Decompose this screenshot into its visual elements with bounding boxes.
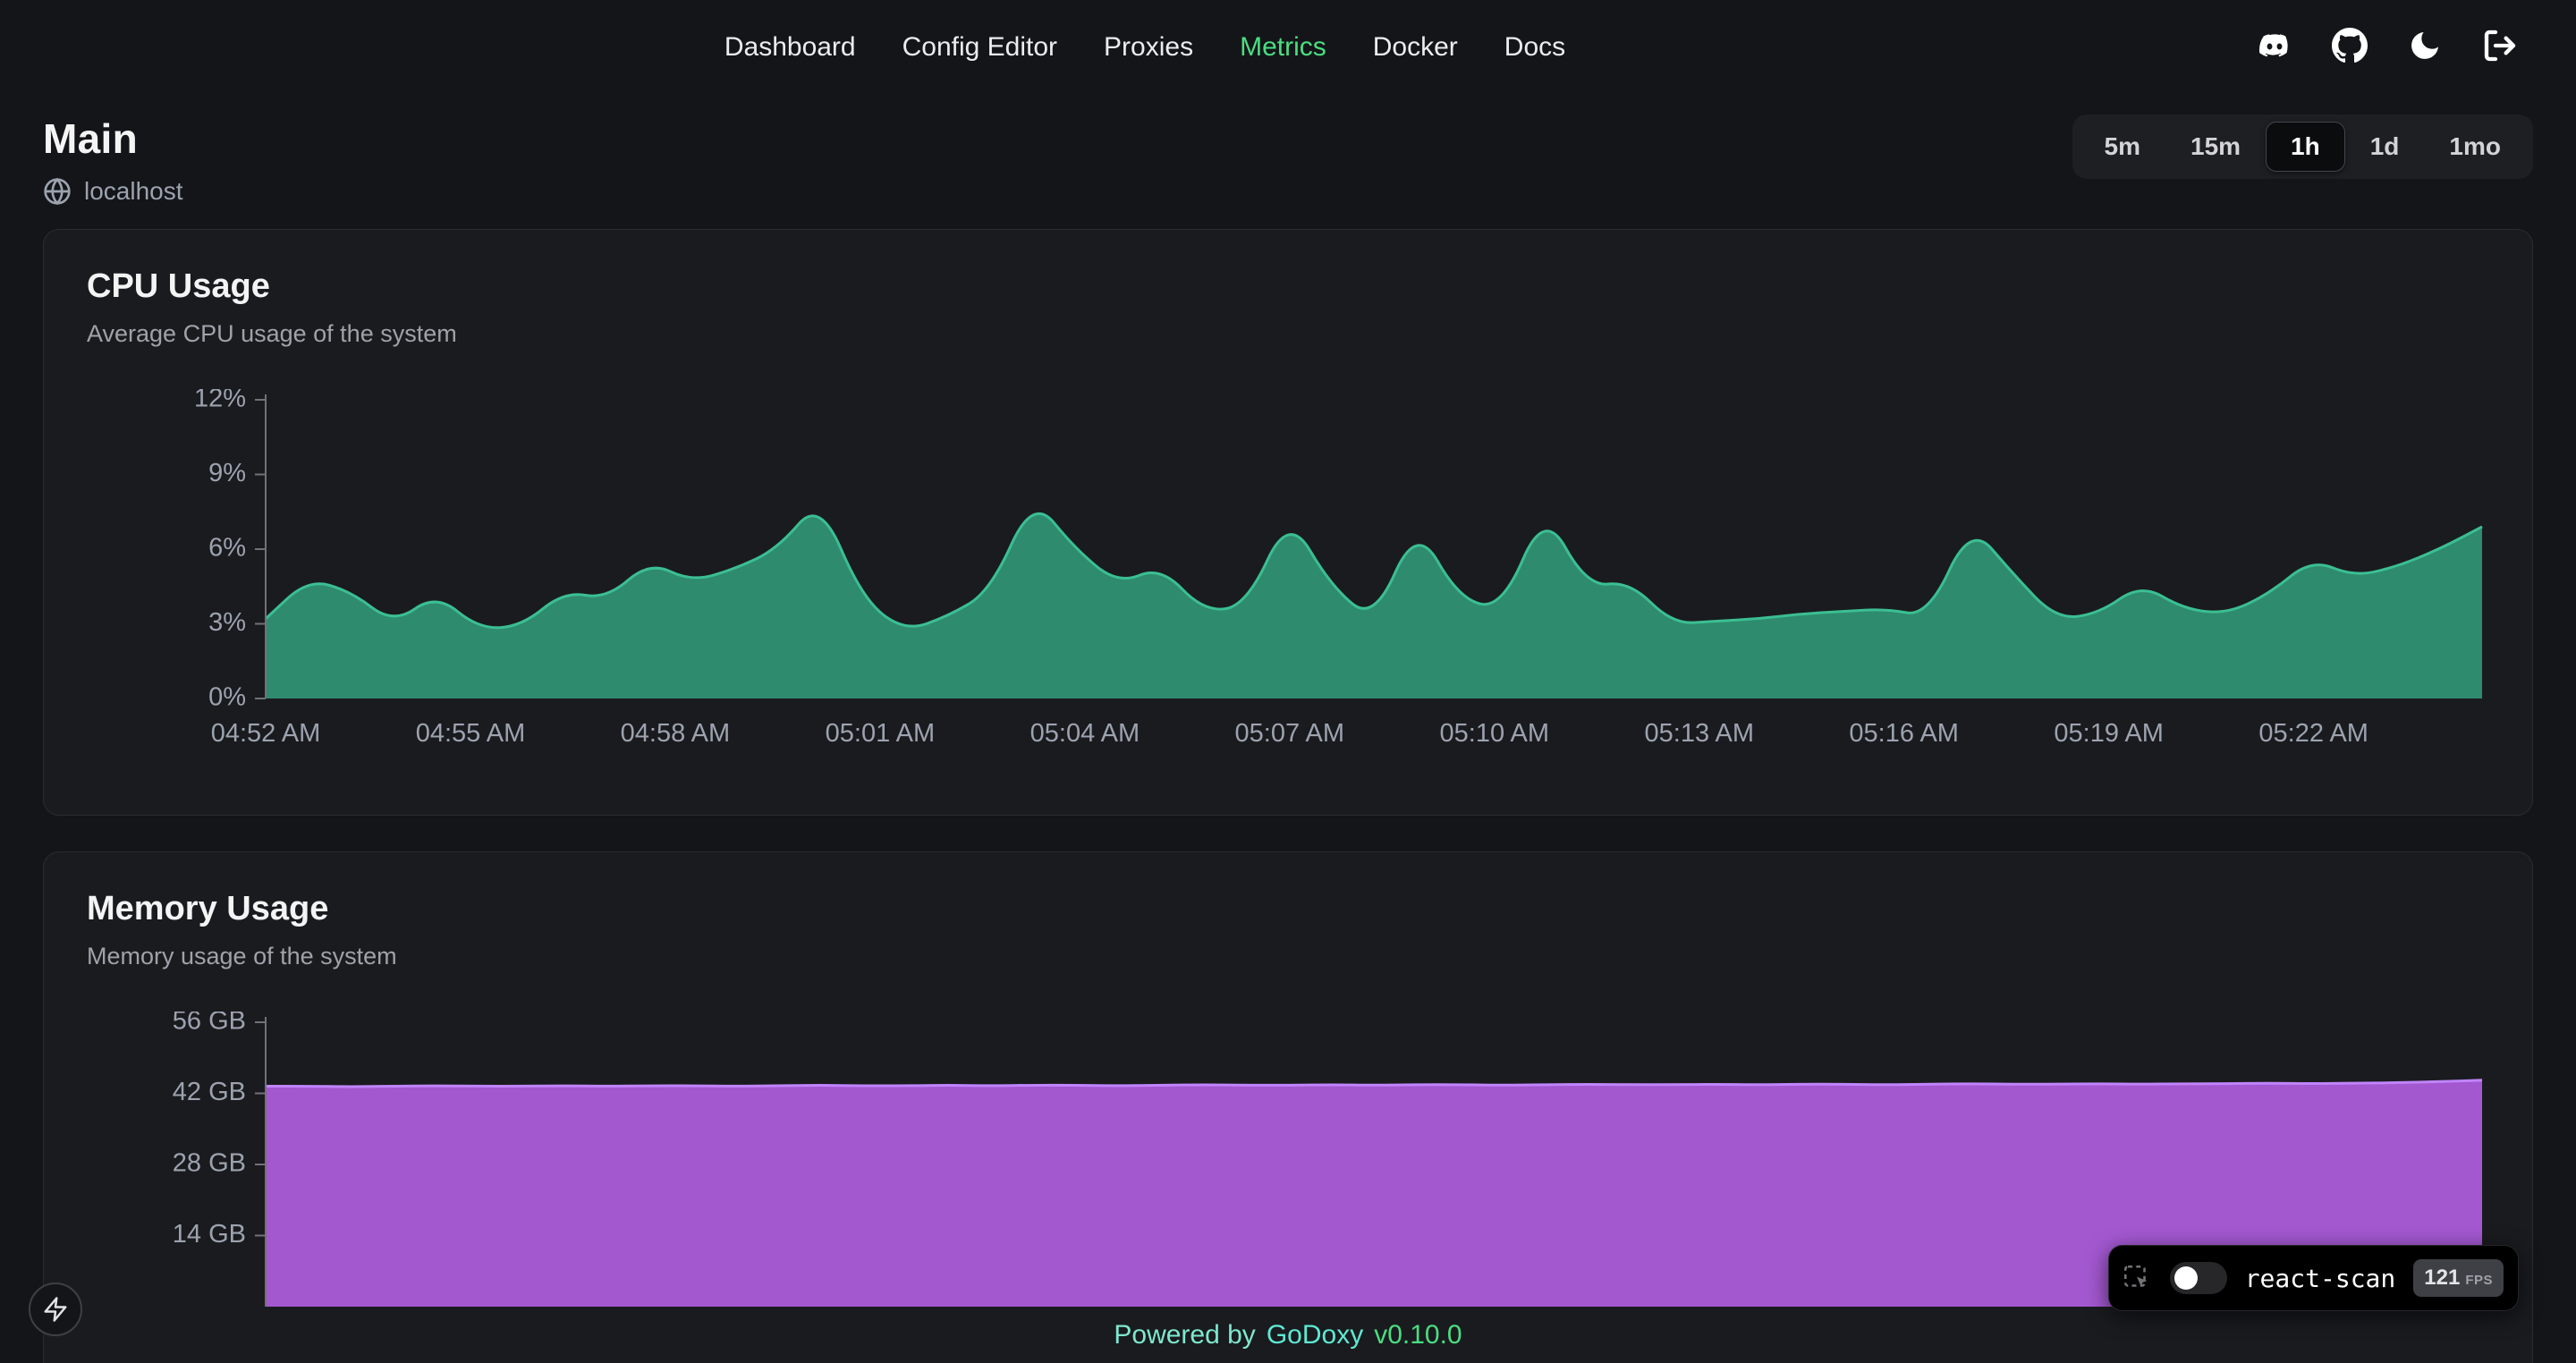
svg-text:56 GB: 56 GB xyxy=(173,1012,246,1036)
svg-text:42 GB: 42 GB xyxy=(173,1078,246,1106)
footer: Powered by GoDoxy v0.10.0 xyxy=(1114,1320,1462,1350)
powered-by-label: Powered by xyxy=(1114,1320,1256,1350)
svg-text:12%: 12% xyxy=(194,389,246,413)
memory-usage-chart[interactable]: 14 GB 28 GB 42 GB 56 GB xyxy=(87,1012,2489,1316)
lightning-icon xyxy=(44,1297,67,1322)
svg-text:05:22 AM: 05:22 AM xyxy=(2258,719,2368,748)
react-scan-toggle[interactable] xyxy=(2169,1262,2227,1294)
host-row: localhost xyxy=(43,177,183,206)
nav-item-proxies[interactable]: Proxies xyxy=(1104,32,1194,62)
fps-value: 121 xyxy=(2424,1266,2461,1290)
quick-actions-button[interactable] xyxy=(29,1283,82,1336)
svg-text:05:10 AM: 05:10 AM xyxy=(1440,719,1550,748)
time-range-selector: 5m 15m 1h 1d 1mo xyxy=(2072,114,2533,179)
time-range-option-5m[interactable]: 5m xyxy=(2104,132,2140,160)
svg-text:05:19 AM: 05:19 AM xyxy=(2054,719,2164,748)
cpu-card-subtitle: Average CPU usage of the system xyxy=(87,320,457,347)
discord-icon[interactable] xyxy=(2256,27,2293,64)
main-nav: Dashboard Config Editor Proxies Metrics Dock… xyxy=(724,32,1565,63)
svg-text:05:07 AM: 05:07 AM xyxy=(1235,719,1345,748)
svg-text:28 GB: 28 GB xyxy=(173,1149,246,1178)
header-icons xyxy=(2256,27,2519,64)
top-bar: Dashboard Config Editor Proxies Metrics Dock… xyxy=(0,0,2576,107)
page-title: Main xyxy=(43,115,138,162)
svg-text:14 GB: 14 GB xyxy=(173,1220,246,1249)
nav-item-docker[interactable]: Docker xyxy=(1372,32,1458,62)
fps-unit: FPS xyxy=(2465,1273,2493,1288)
cpu-usage-chart[interactable]: 0% 3% 6% 9% 12% 04:52 AM 04:55 AM 04:58 AM 05:01… xyxy=(87,389,2489,774)
react-scan-widget[interactable]: react-scan 121 FPS xyxy=(2107,1245,2519,1311)
github-icon[interactable] xyxy=(2331,27,2368,64)
memory-card-title: Memory Usage xyxy=(87,890,329,927)
fps-badge: 121 FPS xyxy=(2413,1259,2504,1297)
svg-text:3%: 3% xyxy=(208,608,246,637)
svg-text:04:52 AM: 04:52 AM xyxy=(211,719,321,748)
cpu-card-title: CPU Usage xyxy=(87,267,270,305)
logout-icon[interactable] xyxy=(2481,27,2519,64)
nav-item-config-editor[interactable]: Config Editor xyxy=(902,32,1058,62)
svg-text:05:16 AM: 05:16 AM xyxy=(1849,719,1959,748)
svg-text:9%: 9% xyxy=(208,459,246,487)
nav-item-metrics[interactable]: Metrics xyxy=(1240,32,1326,62)
svg-text:04:58 AM: 04:58 AM xyxy=(621,719,731,748)
toggle-knob xyxy=(2174,1266,2198,1290)
time-range-option-1h[interactable]: 1h xyxy=(2266,122,2345,172)
nav-item-dashboard[interactable]: Dashboard xyxy=(724,32,856,62)
svg-text:04:55 AM: 04:55 AM xyxy=(416,719,526,748)
svg-text:05:13 AM: 05:13 AM xyxy=(1645,719,1755,748)
svg-text:05:01 AM: 05:01 AM xyxy=(826,719,936,748)
cpu-usage-card: CPU Usage Average CPU usage of the syste… xyxy=(43,229,2533,816)
react-scan-label: react-scan xyxy=(2244,1263,2396,1293)
nav-item-docs[interactable]: Docs xyxy=(1504,32,1566,62)
globe-icon xyxy=(44,177,71,206)
godoxy-link[interactable]: GoDoxy xyxy=(1266,1320,1364,1350)
time-range-option-15m[interactable]: 15m xyxy=(2190,132,2241,160)
svg-text:0%: 0% xyxy=(208,683,246,712)
host-label: localhost xyxy=(84,177,183,205)
inspect-icon[interactable] xyxy=(2122,1263,2152,1293)
time-range-option-1d[interactable]: 1d xyxy=(2369,132,2400,160)
svg-text:05:04 AM: 05:04 AM xyxy=(1030,719,1140,748)
version-label: v0.10.0 xyxy=(1374,1320,1462,1350)
svg-text:6%: 6% xyxy=(208,534,246,563)
time-range-option-1mo[interactable]: 1mo xyxy=(2449,132,2501,160)
memory-card-subtitle: Memory usage of the system xyxy=(87,943,397,969)
dark-mode-icon[interactable] xyxy=(2406,27,2444,64)
page-header: Main localhost 5m 15m 1h 1d 1mo xyxy=(0,114,2576,206)
